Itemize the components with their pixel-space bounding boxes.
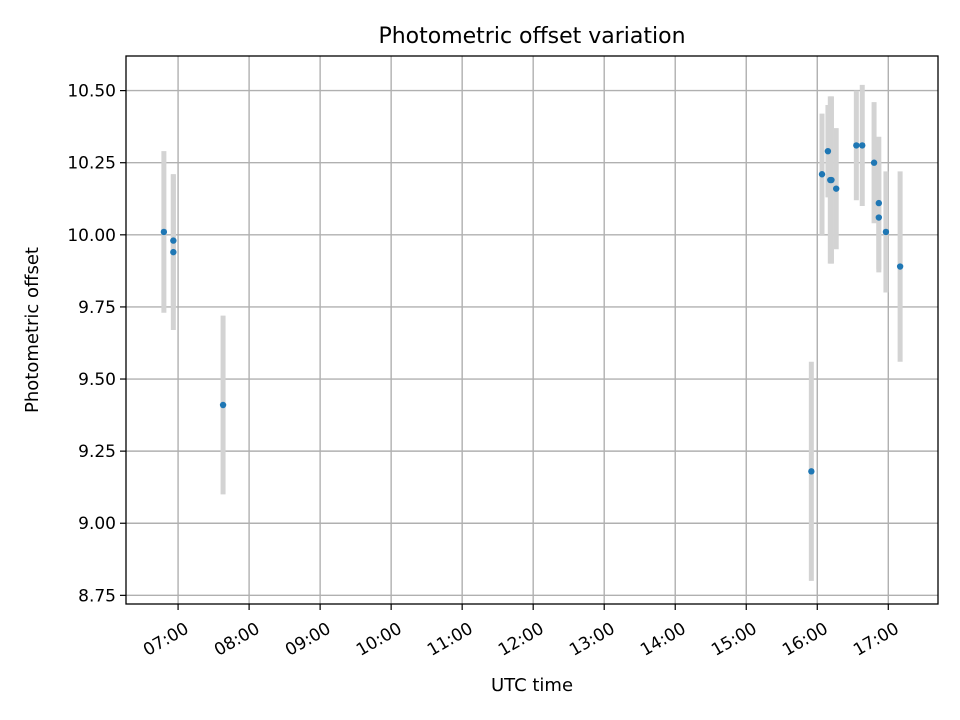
data-point — [870, 159, 878, 166]
x-axis-label: UTC time — [491, 675, 573, 696]
data-point — [896, 263, 904, 270]
data-point — [875, 199, 883, 207]
data-point — [882, 228, 890, 236]
data-point — [853, 142, 860, 149]
data-point — [859, 142, 866, 149]
data-point — [160, 228, 168, 236]
data-point — [219, 401, 227, 409]
y-axis-label: Photometric offset — [22, 247, 43, 413]
y-tick-label: 9.75 — [78, 298, 116, 318]
data-point — [818, 171, 826, 178]
chart-title: Photometric offset variation — [378, 24, 685, 49]
y-tick-label: 9.50 — [78, 370, 116, 390]
y-tick-label: 10.50 — [67, 82, 116, 102]
y-tick-label: 10.00 — [67, 226, 116, 246]
y-tick-label: 8.75 — [78, 586, 116, 606]
data-points — [160, 142, 904, 475]
y-tick-label: 10.25 — [67, 154, 116, 174]
y-tick-label: 9.25 — [78, 442, 116, 462]
y-tick-label: 9.00 — [78, 514, 116, 534]
data-point — [170, 248, 177, 256]
plot-area-frame — [125, 55, 939, 605]
grid-lines — [126, 56, 938, 604]
data-point — [875, 214, 883, 221]
data-point — [808, 468, 815, 475]
data-point — [170, 237, 177, 244]
data-point — [824, 147, 832, 155]
y-axis-ticks: 8.75 9.00 9.25 9.50 9.75 10.00 10.25 10.50 — [67, 82, 126, 606]
data-point — [833, 185, 840, 192]
data-point — [828, 176, 835, 184]
